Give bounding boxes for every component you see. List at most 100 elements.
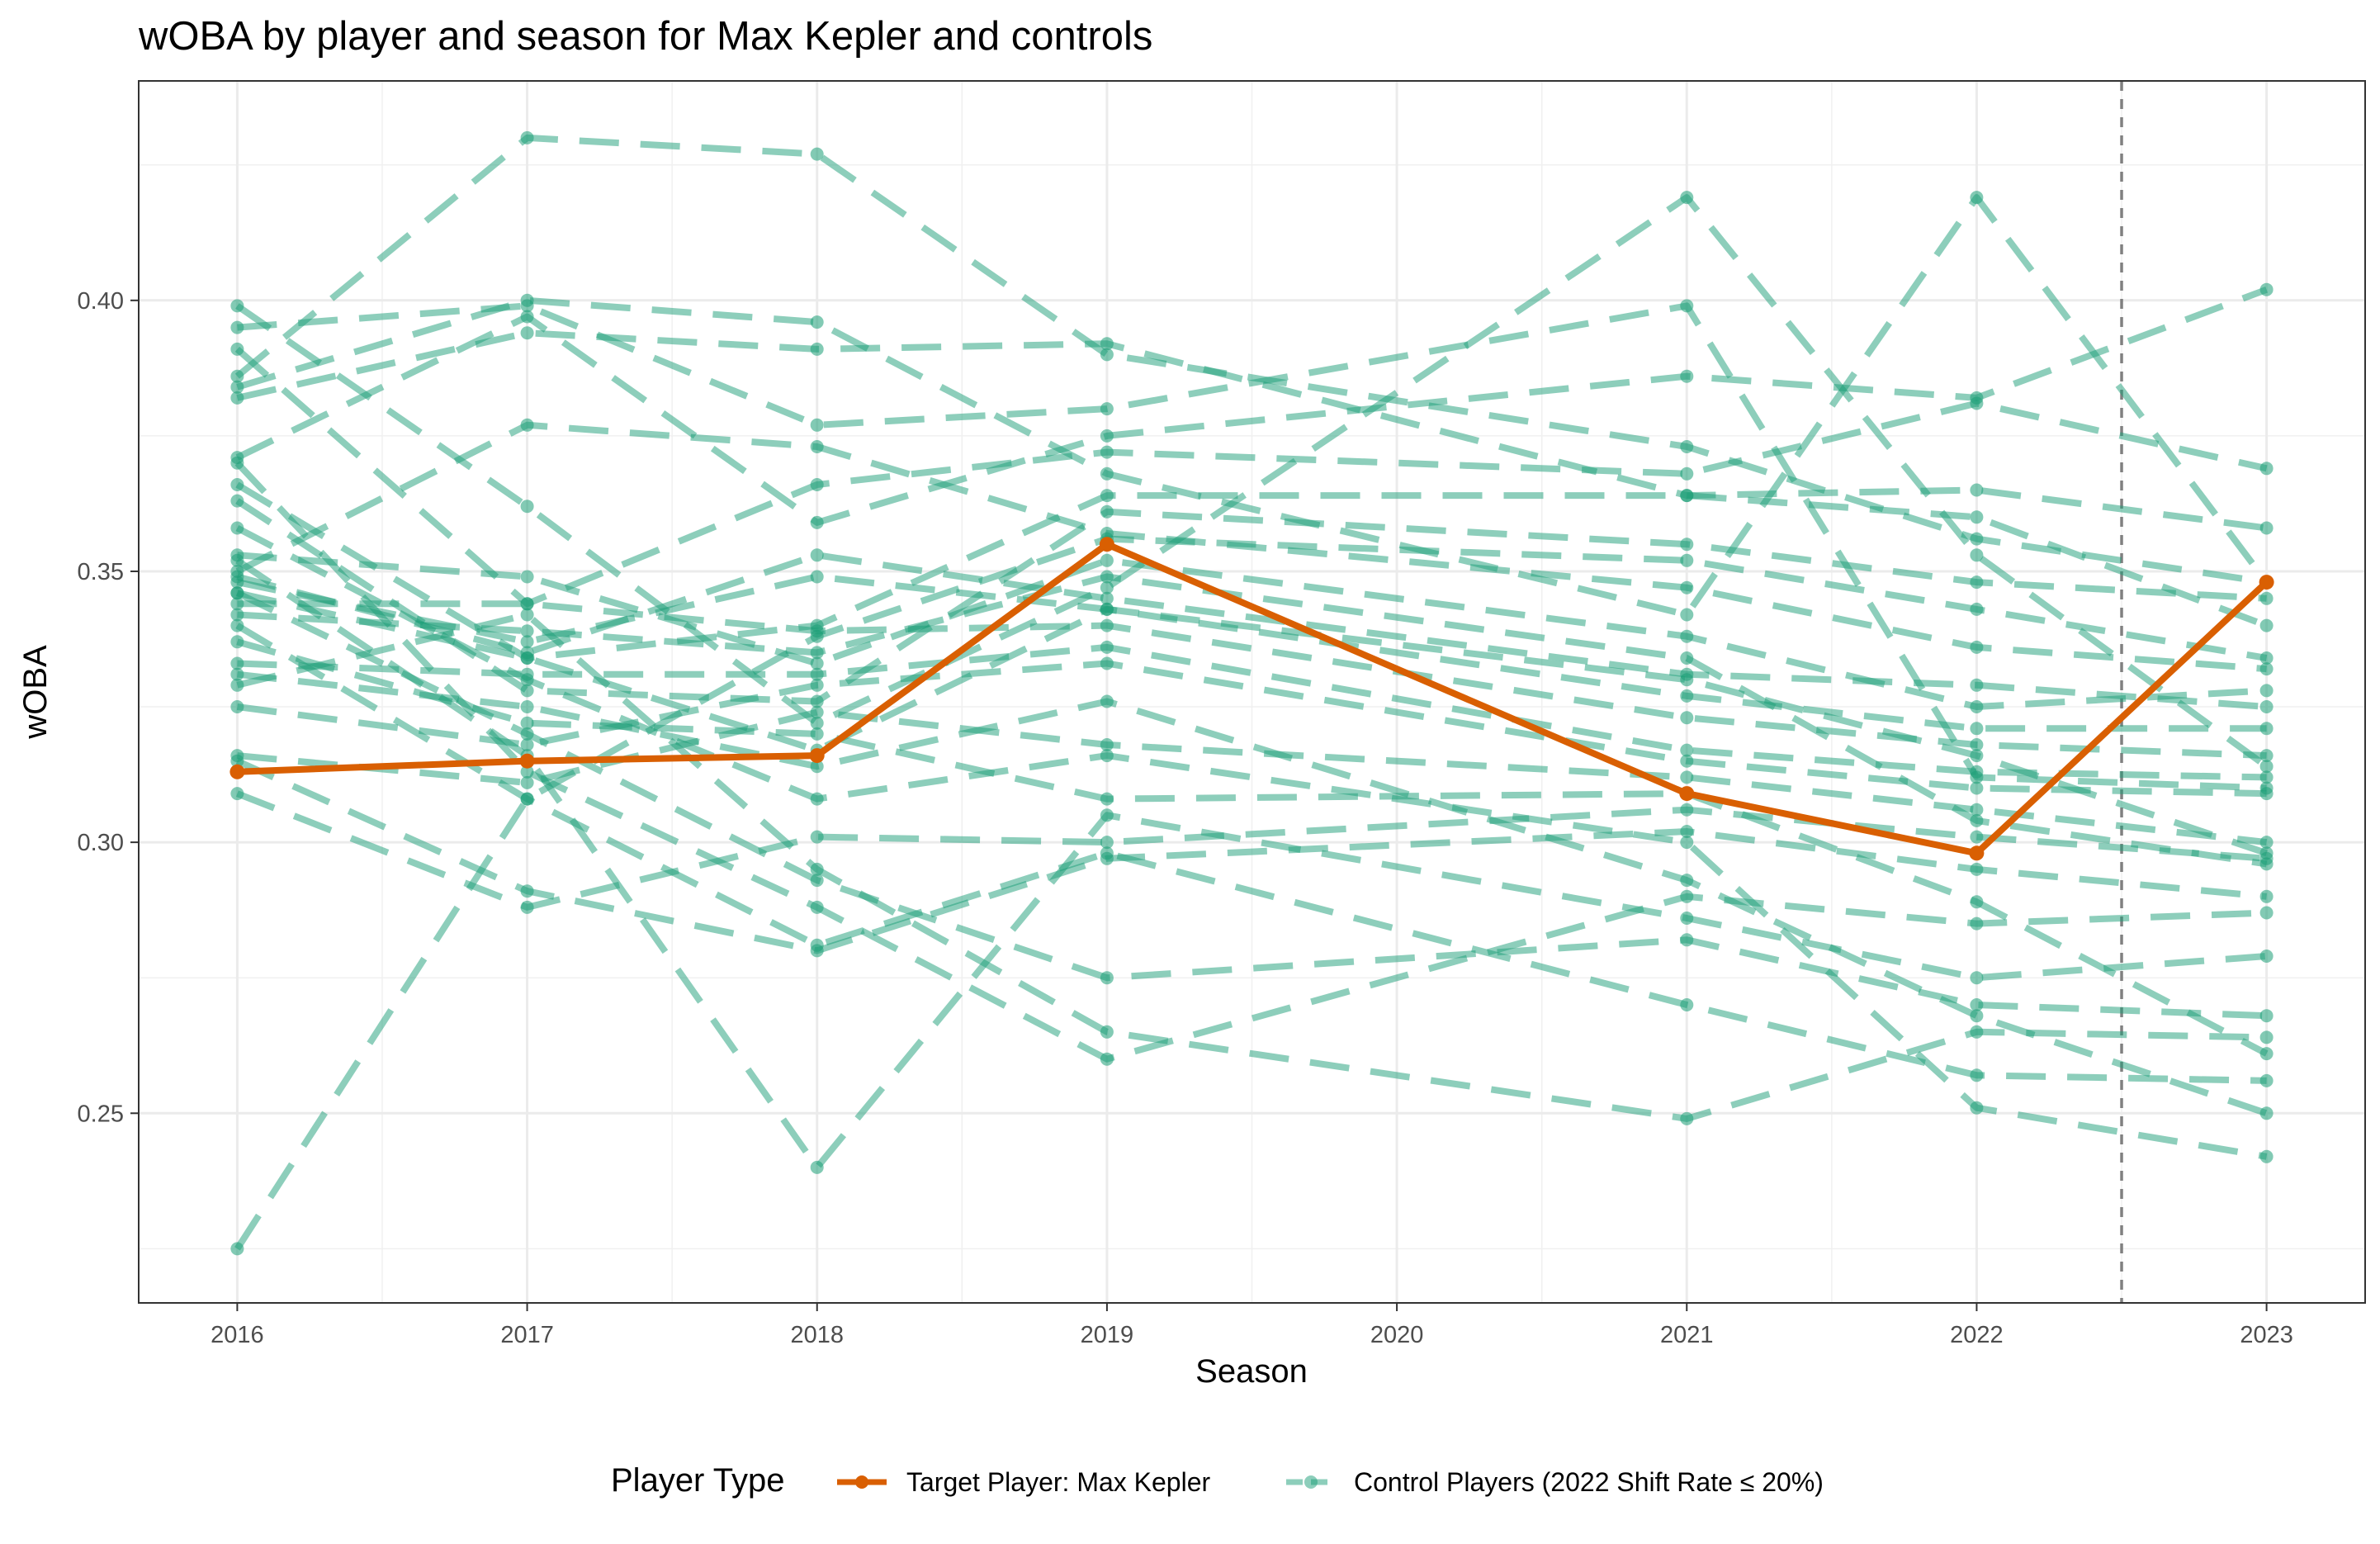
control-player-point xyxy=(810,1160,824,1174)
plot-border xyxy=(138,80,2366,1304)
control-player-point xyxy=(1100,553,1114,567)
control-player-point xyxy=(2259,1073,2274,1087)
control-player-point xyxy=(810,862,824,876)
control-player-point xyxy=(230,678,244,692)
control-player-point xyxy=(810,478,824,491)
control-player-point xyxy=(1970,1101,1984,1115)
control-player-point xyxy=(230,575,244,590)
control-player-point xyxy=(810,548,824,562)
control-player-point xyxy=(1100,445,1114,459)
control-player-point xyxy=(2259,950,2274,963)
control-player-point xyxy=(520,727,534,741)
control-player-point xyxy=(1970,1025,1984,1039)
control-player-point xyxy=(1100,348,1114,362)
control-player-point xyxy=(2259,760,2274,774)
legend-label-target: Target Player: Max Kepler xyxy=(906,1467,1211,1497)
y-tick-label: 0.25 xyxy=(78,1101,124,1127)
target-player-point xyxy=(229,764,245,779)
control-player-point xyxy=(520,130,534,144)
control-player-point xyxy=(1970,862,1984,876)
control-player-point xyxy=(230,478,244,491)
control-player-point xyxy=(1970,396,1984,410)
control-player-point xyxy=(1100,489,1114,503)
control-player-point xyxy=(1970,830,1984,844)
target-player-point xyxy=(1679,786,1695,802)
control-player-point xyxy=(520,310,534,324)
control-player-point xyxy=(810,830,824,844)
control-player-point xyxy=(230,342,244,356)
control-player-point xyxy=(810,624,824,638)
control-player-point xyxy=(810,716,824,730)
control-player-point xyxy=(230,494,244,508)
control-player-point xyxy=(1970,813,1984,827)
control-player-point xyxy=(2259,1149,2274,1163)
control-player-point xyxy=(230,553,244,567)
control-player-point xyxy=(2259,651,2274,665)
control-player-point xyxy=(2259,700,2274,713)
control-player-point xyxy=(2259,591,2274,605)
control-player-point xyxy=(520,624,534,638)
control-player-point xyxy=(1970,483,1984,497)
control-player-point xyxy=(1680,743,1694,757)
control-player-point xyxy=(1970,548,1984,562)
control-player-point xyxy=(810,900,824,914)
control-player-point xyxy=(520,775,534,789)
control-player-point xyxy=(1970,765,1984,779)
control-player-point xyxy=(1680,580,1694,594)
control-player-point xyxy=(2259,684,2274,698)
control-player-point xyxy=(230,754,244,768)
control-player-point xyxy=(520,418,534,432)
control-player-point xyxy=(2259,662,2274,676)
control-player-point xyxy=(1680,889,1694,903)
control-player-point xyxy=(1680,629,1694,643)
control-player-point xyxy=(1100,591,1114,605)
target-player-point xyxy=(809,748,825,764)
control-player-point xyxy=(2259,462,2274,476)
x-axis: 2016 2017 2018 2019 2020 2021 2022 2023 xyxy=(211,1303,2293,1348)
target-player-point xyxy=(2259,575,2274,590)
control-player-point xyxy=(1680,825,1694,838)
control-player-point xyxy=(1680,467,1694,481)
control-player-point xyxy=(520,792,534,806)
control-player-point xyxy=(1680,538,1694,552)
control-player-point xyxy=(810,342,824,356)
target-player-point xyxy=(1969,845,1985,861)
control-player-point xyxy=(810,667,824,681)
y-tick-label: 0.40 xyxy=(78,288,124,315)
control-player-point xyxy=(2259,836,2274,850)
control-player-point xyxy=(1100,602,1114,616)
control-player-point xyxy=(230,608,244,622)
control-player-point xyxy=(1680,836,1694,850)
control-player-point xyxy=(2259,282,2274,296)
control-player-point xyxy=(1680,754,1694,768)
control-player-point xyxy=(1680,440,1694,453)
control-player-point xyxy=(1970,971,1984,985)
legend-key-controls-point xyxy=(1304,1475,1318,1489)
control-player-point xyxy=(1970,510,1984,524)
control-player-point xyxy=(2259,618,2274,632)
control-player-point xyxy=(520,684,534,698)
control-player-point xyxy=(1100,846,1114,860)
control-player-point xyxy=(520,326,534,340)
control-player-point xyxy=(1680,933,1694,947)
control-player-point xyxy=(1680,553,1694,567)
control-player-point xyxy=(1970,781,1984,795)
control-player-point xyxy=(1970,575,1984,590)
control-player-point xyxy=(1100,467,1114,481)
y-tick-label: 0.30 xyxy=(78,830,124,856)
control-player-point xyxy=(1970,722,1984,736)
control-player-point xyxy=(1100,656,1114,670)
control-player-point xyxy=(1100,792,1114,806)
control-player-point xyxy=(1680,1111,1694,1125)
control-player-point xyxy=(2259,889,2274,903)
x-tick-label: 2017 xyxy=(500,1322,554,1348)
control-player-point xyxy=(1970,532,1984,546)
control-player-point xyxy=(230,320,244,334)
control-players-layer xyxy=(230,130,2274,1256)
control-player-point xyxy=(810,760,824,774)
control-player-point xyxy=(1970,700,1984,713)
control-player-point xyxy=(810,938,824,952)
control-player-point xyxy=(810,440,824,453)
x-tick-label: 2023 xyxy=(2240,1322,2293,1348)
